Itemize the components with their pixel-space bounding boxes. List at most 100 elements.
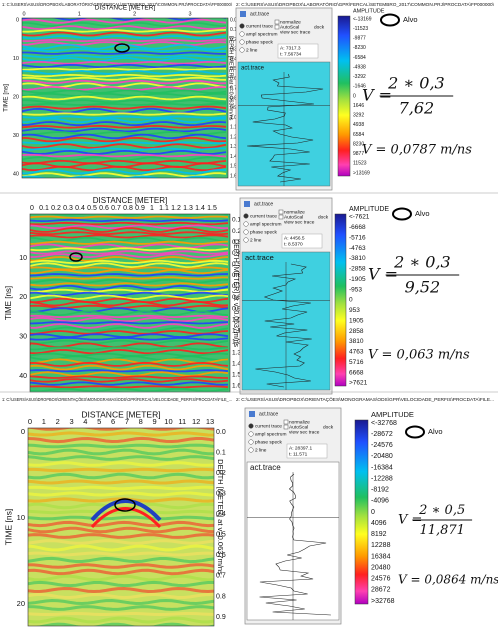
checkbox <box>274 19 280 25</box>
y-tick-label: 40 <box>19 373 27 380</box>
legend-label: -4096 <box>371 498 389 505</box>
radio-button <box>248 439 254 445</box>
depth-tick-label: 0.6 <box>230 76 237 82</box>
reflection <box>22 149 227 155</box>
reflection <box>22 124 227 129</box>
window-icon <box>240 11 246 17</box>
reflection <box>30 375 229 379</box>
reflection <box>28 551 214 557</box>
reflection <box>30 227 229 233</box>
reflection <box>28 491 214 497</box>
reflection <box>22 67 227 71</box>
depth-tick-label: 0.3 <box>216 491 226 498</box>
y-axis-title: TIME [ns] <box>3 509 13 545</box>
reflection <box>22 95 227 101</box>
velocity-result: V = 0,063 m/ns <box>368 348 470 363</box>
reflection <box>30 369 229 373</box>
x-tick-label: 0.2 <box>51 205 61 212</box>
toggle-label: view sec trace <box>284 219 315 225</box>
legend-label: 0 <box>353 93 356 99</box>
reflection <box>28 526 214 534</box>
target-label: Alvo <box>428 427 443 436</box>
radio-button <box>243 237 249 243</box>
reflection <box>28 455 214 461</box>
reflection <box>28 533 214 539</box>
reflection <box>28 605 214 611</box>
legend-label: -9877 <box>353 36 366 42</box>
reflection <box>22 92 227 97</box>
x-tick-label: 0.9 <box>135 205 145 212</box>
legend-label: -3292 <box>353 74 366 80</box>
option-label: phase speck <box>255 439 283 445</box>
radargram <box>28 428 214 626</box>
reflection <box>28 515 214 521</box>
reflection <box>22 43 227 50</box>
reflection <box>22 153 227 158</box>
reflection <box>22 159 227 165</box>
formula-denominator: 7,62 <box>399 98 435 117</box>
option-label: ampl spectrum <box>250 221 281 227</box>
reflection <box>30 361 229 367</box>
depth-tick-label: 1.1 <box>232 327 241 334</box>
reflection <box>30 269 229 275</box>
target-marker <box>114 498 136 512</box>
x-tick-label: 2 <box>56 417 60 426</box>
reflection <box>22 79 227 85</box>
x-tick-label: 9 <box>153 417 157 426</box>
legend-label: <-13169 <box>353 16 372 22</box>
reflection <box>22 73 227 78</box>
depth-tick-label: 0.5 <box>230 66 237 72</box>
reflection <box>22 57 227 63</box>
file-path: 1: C:\USERS\ASUS\DROPBOX\ORIENTAÇÕES\MON… <box>2 397 232 402</box>
depth-tick-label: 0.0 <box>216 429 226 436</box>
reflection <box>22 143 227 149</box>
reflection <box>22 168 227 175</box>
legend-label: 0 <box>349 297 353 304</box>
formula-denominator: 9,52 <box>405 277 441 296</box>
depth-tick-label: 0.6 <box>232 272 241 279</box>
legend-label: 4763 <box>349 349 364 356</box>
x-axis-title: DISTANCE [METER] <box>81 409 160 419</box>
y-tick-label: 20 <box>17 599 25 608</box>
legend-label: 8192 <box>371 531 387 538</box>
toggle-label: AutoScal <box>284 214 303 220</box>
toggle-label: view sec trace <box>289 429 320 435</box>
depth-tick-label: 0.1 <box>216 449 226 456</box>
window-title: act.trace <box>254 201 273 207</box>
formula-numerator: 2 ∗ 0,3 <box>387 74 445 93</box>
reflection <box>30 247 229 252</box>
reflection <box>28 574 214 582</box>
reflection <box>22 105 227 110</box>
reflection <box>30 346 229 351</box>
readout-text: A: 28397.1 <box>289 445 313 451</box>
legend-label: 11523 <box>353 161 367 167</box>
depth-tick-label: 0.9 <box>216 614 226 621</box>
trace-waveform <box>247 73 324 183</box>
legend-label: 20480 <box>371 564 391 571</box>
y-tick-label: 0 <box>21 427 25 436</box>
x-tick-label: 5 <box>97 417 101 426</box>
velocity-result: V = 0,0787 m/ns <box>362 143 472 158</box>
depth-tick-label: 1.6 <box>230 173 237 179</box>
reflection <box>30 316 229 323</box>
reflection <box>22 112 227 116</box>
toggle-label: normalize <box>280 19 301 25</box>
reflection <box>22 69 227 75</box>
reflection <box>30 307 229 313</box>
hyperbola <box>90 499 162 522</box>
x-tick-label: 1 <box>78 11 81 17</box>
depth-tick-label: 0.7 <box>232 283 241 290</box>
reflection <box>30 314 229 319</box>
depth-tick-label: 0.2 <box>216 470 226 477</box>
option-label: 2 line <box>255 447 267 453</box>
legend-label: -4938 <box>353 64 366 70</box>
reflection <box>30 221 229 226</box>
reflection <box>30 321 229 325</box>
reflection <box>28 556 214 564</box>
reflection <box>22 175 219 178</box>
reflection <box>30 240 229 245</box>
reflection <box>22 165 227 172</box>
reflection <box>22 48 227 52</box>
reflection <box>28 479 214 485</box>
reflection <box>30 256 229 262</box>
